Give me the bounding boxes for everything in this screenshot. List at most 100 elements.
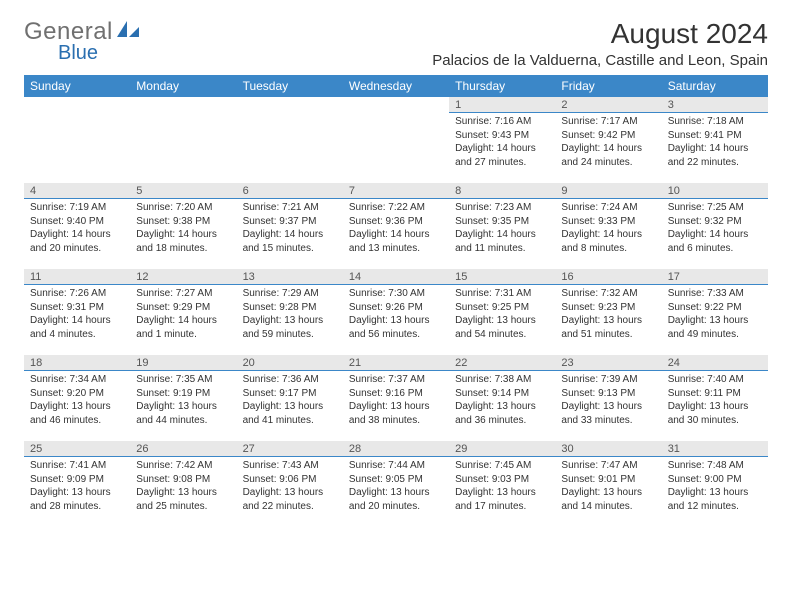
calendar-day-cell: 9Sunrise: 7:24 AMSunset: 9:33 PMDaylight… [555,183,661,269]
daylight-line: Daylight: 14 hours and 20 minutes. [30,229,111,254]
day-details: Sunrise: 7:17 AMSunset: 9:42 PMDaylight:… [555,113,661,173]
sunset-line: Sunset: 9:38 PM [136,216,210,227]
day-number: 17 [662,269,768,285]
day-header: Thursday [449,75,555,97]
sunrise-line: Sunrise: 7:31 AM [455,288,531,299]
day-header: Monday [130,75,236,97]
sunrise-line: Sunrise: 7:20 AM [136,202,212,213]
sunrise-line: Sunrise: 7:29 AM [243,288,319,299]
daylight-line: Daylight: 14 hours and 11 minutes. [455,229,536,254]
day-number: 12 [130,269,236,285]
title-block: August 2024 Palacios de la Valduerna, Ca… [432,18,768,69]
day-details: Sunrise: 7:31 AM Sunset: 9:25 PM Daylight:… [449,285,555,345]
calendar-day-cell: 23Sunrise: 7:39 AMSunset: 9:13 PMDayligh… [555,355,661,441]
daylight-line: Daylight: 14 hours and 24 minutes. [561,143,642,168]
day-number: 19 [130,355,236,371]
day-number: 18 [24,355,130,371]
logo-sail-icon [115,19,141,46]
sunset-line: Sunset: 9:32 PM [668,216,742,227]
location: Palacios de la Valduerna, Castille and L… [432,52,768,69]
day-number: 3 [662,97,768,113]
calendar-day-cell: 8Sunrise: 7:23 AMSunset: 9:35 PMDaylight… [449,183,555,269]
daylight-line: Daylight: 13 hours and 44 minutes. [136,401,217,426]
sunset-line: Sunset: 9:13 PM [561,388,635,399]
day-details: Sunrise: 7:29 AMSunset: 9:28 PMDaylight:… [237,285,343,345]
day-details: Sunrise: 7:39 AMSunset: 9:13 PMDaylight:… [555,371,661,431]
sunrise-line: Sunrise: 7:47 AM [561,460,637,471]
day-number: 10 [662,183,768,199]
calendar-day-cell: 2Sunrise: 7:17 AMSunset: 9:42 PMDaylight… [555,97,661,183]
day-number: 24 [662,355,768,371]
calendar-day-cell: 12Sunrise: 7:27 AMSunset: 9:29 PMDayligh… [130,269,236,355]
sunset-line: Sunset: 9:22 PM [668,302,742,313]
daylight-line: Daylight: 13 hours and 14 minutes. [561,487,642,512]
sunrise-line: Sunrise: 7:23 AM [455,202,531,213]
sunset-line: Sunset: 9:01 PM [561,474,635,485]
daylight-line: Daylight: 14 hours and 15 minutes. [243,229,324,254]
sunset-line: Sunset: 9:06 PM [243,474,317,485]
sunset-line: Sunset: 9:09 PM [30,474,104,485]
calendar-day-cell: 6Sunrise: 7:21 AMSunset: 9:37 PMDaylight… [237,183,343,269]
calendar-day-cell [130,97,236,183]
day-details: Sunrise: 7:41 AMSunset: 9:09 PMDaylight:… [24,457,130,517]
calendar-day-cell: 20Sunrise: 7:36 AMSunset: 9:17 PMDayligh… [237,355,343,441]
calendar-day-cell: 11Sunrise: 7:26 AMSunset: 9:31 PMDayligh… [24,269,130,355]
sunrise-line: Sunrise: 7:48 AM [668,460,744,471]
sunrise-line: Sunrise: 7:26 AM [30,288,106,299]
day-details: Sunrise: 7:42 AMSunset: 9:08 PMDaylight:… [130,457,236,517]
day-header-row: SundayMondayTuesdayWednesdayThursdayFrid… [24,75,768,97]
sunset-line: Sunset: 9:05 PM [349,474,423,485]
sunrise-line: Sunrise: 7:27 AM [136,288,212,299]
calendar-day-cell: 1Sunrise: 7:16 AMSunset: 9:43 PMDaylight… [449,97,555,183]
day-details: Sunrise: 7:26 AMSunset: 9:31 PMDaylight:… [24,285,130,345]
calendar-day-cell: 18 Sunrise: 7:34 AM Sunset: 9:20 PM Dayligh… [24,355,130,441]
daylight-line: Daylight: 13 hours and 41 minutes. [243,401,324,426]
day-details: Sunrise: 7:21 AMSunset: 9:37 PMDaylight:… [237,199,343,259]
day-details: Sunrise: 7:32 AMSunset: 9:23 PMDaylight:… [555,285,661,345]
sunrise-line: Sunrise: 7:25 AM [668,202,744,213]
day-number: 26 [130,441,236,457]
day-header: Saturday [662,75,768,97]
sunset-line: Sunset: 9:00 PM [668,474,742,485]
calendar-day-cell [24,97,130,183]
sunrise-line: Sunrise: 7:34 AM [30,374,106,385]
calendar-day-cell: 13Sunrise: 7:29 AMSunset: 9:28 PMDayligh… [237,269,343,355]
calendar-day-cell: 16Sunrise: 7:32 AMSunset: 9:23 PMDayligh… [555,269,661,355]
day-details: Sunrise: 7:33 AM Sunset: 9:22 PM Daylight:… [662,285,768,345]
sunrise-line: Sunrise: 7:33 AM [668,288,744,299]
calendar-day-cell: 31Sunrise: 7:48 AMSunset: 9:00 PMDayligh… [662,441,768,527]
daylight-line: Daylight: 13 hours and 12 minutes. [668,487,749,512]
day-details: Sunrise: 7:35 AMSunset: 9:19 PMDaylight:… [130,371,236,431]
sunrise-line: Sunrise: 7:37 AM [349,374,425,385]
day-number: 9 [555,183,661,199]
day-header: Tuesday [237,75,343,97]
calendar-day-cell: 5Sunrise: 7:20 AMSunset: 9:38 PMDaylight… [130,183,236,269]
calendar-day-cell: 7Sunrise: 7:22 AMSunset: 9:36 PMDaylight… [343,183,449,269]
daylight-line: Daylight: 13 hours and 49 minutes. [668,315,749,340]
day-details: Sunrise: 7:36 AMSunset: 9:17 PMDaylight:… [237,371,343,431]
day-header: Friday [555,75,661,97]
calendar-day-cell: 22Sunrise: 7:38 AMSunset: 9:14 PMDayligh… [449,355,555,441]
day-number: 25 [24,441,130,457]
daylight-line: Daylight: 13 hours and 46 minutes. [30,401,111,426]
calendar-week: 11Sunrise: 7:26 AMSunset: 9:31 PMDayligh… [24,269,768,355]
daylight-line: Daylight: 13 hours and 54 minutes. [455,315,536,340]
day-details: Sunrise: 7:48 AM Sunset: 9:00 PM Daylight:… [662,457,768,517]
day-number: 29 [449,441,555,457]
day-number: 13 [237,269,343,285]
calendar-day-cell: 24Sunrise: 7:40 AMSunset: 9:11 PMDayligh… [662,355,768,441]
calendar-day-cell: 29Sunrise: 7:45 AMSunset: 9:03 PMDayligh… [449,441,555,527]
sunset-line: Sunset: 9:25 PM [455,302,529,313]
daylight-line: Daylight: 14 hours and 18 minutes. [136,229,217,254]
sunset-line: Sunset: 9:23 PM [561,302,635,313]
day-number: 14 [343,269,449,285]
daylight-line: Daylight: 13 hours and 17 minutes. [455,487,536,512]
daylight-line: Daylight: 14 hours and 6 minutes. [668,229,749,254]
daylight-line: Daylight: 13 hours and 30 minutes. [668,401,749,426]
sunrise-line: Sunrise: 7:39 AM [561,374,637,385]
daylight-line: Daylight: 13 hours and 59 minutes. [243,315,324,340]
sunrise-line: Sunrise: 7:38 AM [455,374,531,385]
calendar-day-cell: 4Sunrise: 7:19 AMSunset: 9:40 PMDaylight… [24,183,130,269]
calendar-day-cell: 3Sunrise: 7:18 AMSunset: 9:41 PMDaylight… [662,97,768,183]
sunset-line: Sunset: 9:20 PM [30,388,104,399]
